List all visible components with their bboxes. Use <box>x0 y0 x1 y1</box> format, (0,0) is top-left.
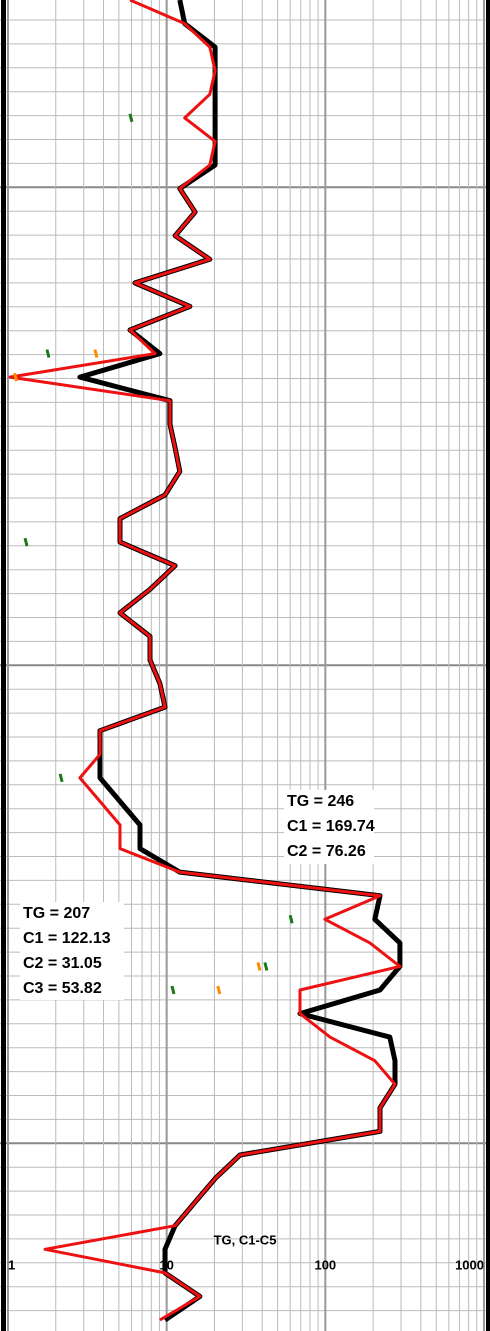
data-point <box>45 349 51 358</box>
annotation-bg <box>284 790 374 864</box>
data-point <box>263 962 269 971</box>
annotation-text: C2 = 76.26 <box>287 843 366 860</box>
x-axis-label: TG, C1-C5 <box>214 1232 277 1247</box>
x-tick-label: 1 <box>8 1257 15 1272</box>
series-line <box>77 0 403 1323</box>
x-tick-label: 10 <box>159 1257 173 1272</box>
x-tick-label: 1000 <box>455 1257 484 1272</box>
data-point <box>216 985 222 995</box>
data-point <box>288 914 294 924</box>
labels: TG, C1-C5 TG = 246 C1 = 169.74 C2 = 76.2… <box>8 790 484 1272</box>
annotation-bg <box>20 902 124 1000</box>
annotation: TG = 207 C1 = 122.13 C2 = 31.05 C3 = 53.… <box>20 902 124 1000</box>
data-point <box>128 113 134 123</box>
annotation: TG = 246 C1 = 169.74 C2 = 76.26 <box>284 790 375 864</box>
annotation-text: TG = 207 <box>23 905 90 922</box>
left-border <box>1 0 6 1331</box>
annotation-text: TG = 246 <box>287 793 354 810</box>
data-point <box>93 349 99 358</box>
data-point <box>58 773 64 783</box>
data-point <box>256 962 262 971</box>
x-tick-label: 100 <box>314 1257 336 1272</box>
right-border <box>486 0 490 1331</box>
data-point <box>170 985 176 995</box>
marks <box>8 0 403 1323</box>
annotation-text: C1 = 122.13 <box>23 930 111 947</box>
data-point <box>23 537 29 547</box>
annotation-text: C1 = 169.74 <box>287 818 375 835</box>
data-point <box>13 372 19 382</box>
annotation-text: C2 = 31.05 <box>23 955 102 972</box>
annotation-text: C3 = 53.82 <box>23 980 102 997</box>
series-line <box>8 0 402 1322</box>
